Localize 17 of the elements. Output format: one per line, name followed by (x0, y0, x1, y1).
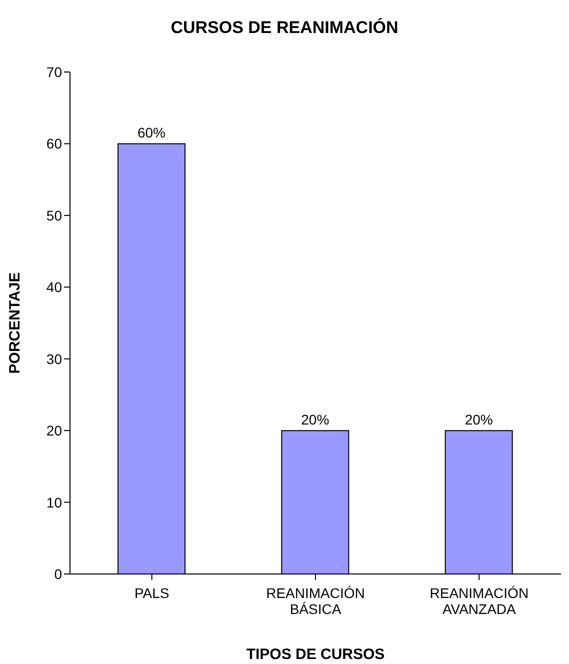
x-tick-label: REANIMACIÓN AVANZADA (430, 585, 529, 617)
y-axis-title: PORCENTAJE (6, 272, 24, 374)
x-tick-label: REANIMACIÓN BÁSICA (266, 585, 365, 617)
chart-title: CURSOS DE REANIMACIÓN (170, 17, 400, 39)
y-tick-label: 40 (46, 279, 62, 296)
y-tick-label: 10 (46, 494, 62, 510)
y-tick-label: 60 (46, 136, 62, 152)
data-label: 20% (301, 412, 330, 428)
data-label: 20% (464, 412, 493, 428)
y-tick-label: 30 (46, 350, 62, 367)
y-tick-label: 70 (46, 64, 62, 80)
x-axis-title: TIPOS DE CURSOS (245, 646, 386, 663)
y-tick-label: 20 (46, 422, 62, 439)
data-label: 60% (137, 124, 166, 141)
y-tick-label: 0 (54, 566, 62, 582)
y-tick-label: 50 (46, 207, 62, 224)
x-tick-label: PALS (134, 585, 170, 601)
